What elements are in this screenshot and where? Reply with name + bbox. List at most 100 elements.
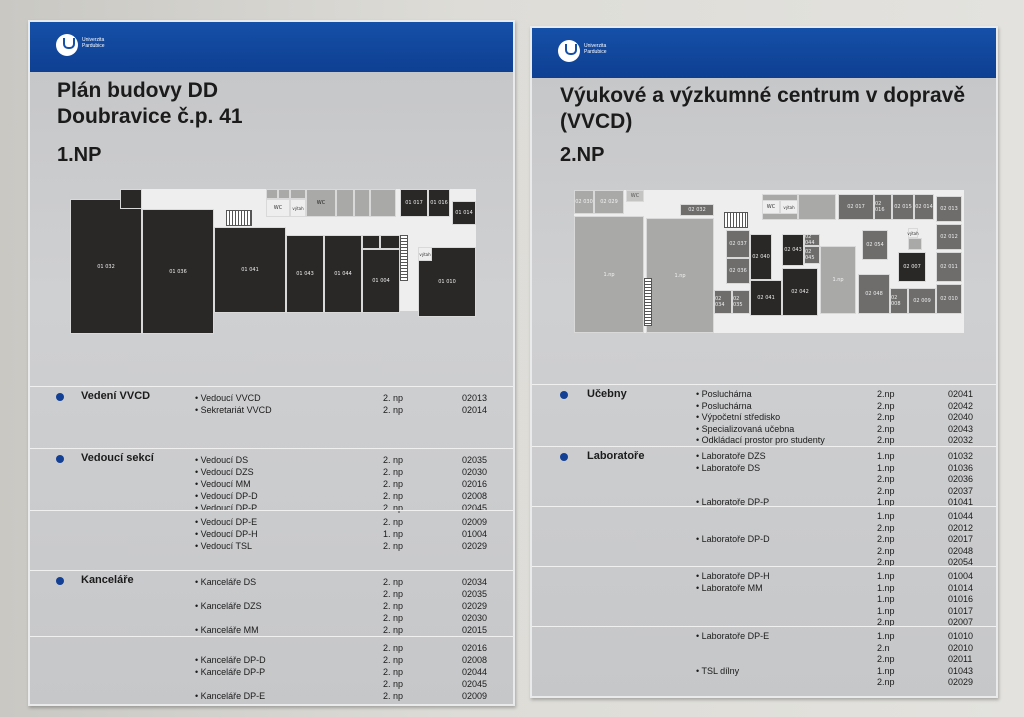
room-02036: 02 036 [726, 258, 750, 284]
room-number: 02035 [462, 589, 488, 599]
directory-row: • Vedoucí TSL 2. np 02029 [30, 541, 513, 552]
room-number: 02034 [462, 577, 488, 587]
directory-right: Učebny • Posluchárna 2.np 02041 • Posluchárn… [532, 384, 996, 696]
floor-value: 2.np [877, 485, 895, 496]
university-logo [558, 40, 580, 62]
floor-label: 2.NP [560, 144, 605, 166]
room-02008: 02 008 [890, 288, 908, 314]
room-01004: 01 004 [362, 249, 400, 313]
room-number: 02017 [948, 534, 974, 544]
floor-value: 2.np [877, 412, 895, 422]
directory-section: Učebny • Posluchárna 2.np 02041 • Posluchárn… [532, 384, 996, 446]
floor-value: 1.np [877, 451, 895, 461]
room-02014: 02 014 [914, 194, 934, 220]
directory-row: 2.np 02037 [532, 486, 996, 497]
directory-row: 2.np 02012 [532, 523, 996, 534]
floor-value: 2.np [877, 423, 895, 434]
directory-section: 2. np 02016 • Kanceláře DP-D 2. np 02008 • Ka… [30, 636, 513, 702]
room-number: 02042 [948, 400, 974, 411]
floor-value: 2. np [383, 601, 404, 611]
directory-row: • Laboratoře DP-H 1.np 01004 [532, 571, 996, 582]
floor-value: 2. np [383, 393, 404, 403]
directory-section: • Laboratoře DP-E 1.np 01010 2.n 02010 2.np 02… [532, 626, 996, 688]
category-label: Vedoucí sekcí [81, 452, 154, 464]
room-02043: 02 043 [782, 234, 804, 266]
directory-row: 1.np 01044 [532, 511, 996, 522]
directory-row: 2.np 02011 [532, 654, 996, 665]
directory-row: 1.np 01017 [532, 606, 996, 617]
room-name: • Kanceláře MM [195, 625, 259, 635]
directory-row: • Vedoucí DZS 2. np 02030 [30, 467, 513, 478]
room-name: • Kanceláře DP-D [195, 655, 266, 665]
room-02013: 02 013 [936, 196, 962, 222]
room-01017: 01 017 [400, 189, 428, 217]
directory-row: • Vedoucí DP-H 1. np 01004 [30, 529, 513, 540]
room-name: • Posluchárna [696, 389, 752, 399]
room-name: • Vedoucí DP-D [195, 491, 258, 501]
room-02045: 02 045 [804, 246, 820, 264]
wc-room: WC [266, 199, 290, 217]
room-02017: 02 017 [838, 194, 874, 220]
floor-value: 2. np [383, 655, 404, 665]
category-label: Vedení VVCD [81, 390, 151, 402]
header-bar: Univerzita Pardubice [30, 22, 513, 72]
room-number: 02045 [462, 503, 488, 513]
room-02010: 02 010 [936, 284, 962, 314]
directory-section: Vedoucí sekcí • Vedoucí DS 2. np 02035 • Ved… [30, 448, 513, 513]
directory-row: • Kanceláře DP-E 2. np 02009 [30, 691, 513, 702]
directory-left: Vedení VVCD • Vedoucí VVCD 2. np 02013 • Sek… [30, 386, 513, 704]
directory-row: • Vedoucí VVCD 2. np 02013 [30, 393, 513, 404]
floor-value: 2. np [383, 667, 404, 677]
room-number: 02054 [948, 557, 974, 567]
room-number: 01010 [948, 631, 974, 641]
floor-value: 1.np [877, 462, 895, 473]
room-number: 02041 [948, 389, 974, 399]
directory-row: 2. np 02030 [30, 613, 513, 624]
directory-row: • Specializovaná učebna 2.np 02043 [532, 424, 996, 435]
category-bullet-icon [56, 577, 64, 585]
room-number: 02016 [462, 479, 488, 489]
room-number: 01016 [948, 594, 974, 604]
room-name: • Specializovaná učebna [696, 423, 795, 434]
floor-value: 2.np [877, 474, 895, 484]
room-name: • Kanceláře DZS [195, 601, 262, 611]
room-01044: 01 044 [324, 235, 362, 313]
floor-plan-2np: 02 030 02 029 WC 1.np 1.np 02 032 02 037… [574, 190, 964, 333]
floor-value: 2. np [383, 491, 404, 501]
directory-row: • Laboratoře DP-D 2.np 02017 [532, 534, 996, 545]
room-1np-c: 1.np [820, 246, 856, 314]
floor-value: 1.np [877, 582, 895, 593]
room-number: 01036 [948, 462, 974, 473]
directory-section: 1.np 01044 2.np 02012 • Laboratoře DP-D 2.np 0… [532, 506, 996, 567]
directory-row: • Výpočetní středisko 2.np 02040 [532, 412, 996, 423]
room-name: • Laboratoře MM [696, 582, 763, 593]
room-name: • Kanceláře DS [195, 577, 257, 587]
room-name: • Výpočetní středisko [696, 412, 781, 422]
directory-row: • Laboratoře DS 1.np 01036 [532, 463, 996, 474]
floor-value: 2.np [877, 435, 895, 445]
room-number: 02016 [462, 643, 488, 653]
room-number: 01043 [948, 665, 974, 676]
category-label: Kanceláře [81, 574, 134, 586]
room-name: • Laboratoře DS [696, 462, 761, 473]
directory-row: 2.np 02036 [532, 474, 996, 485]
room-02011: 02 011 [936, 252, 962, 282]
room-number: 02043 [948, 423, 974, 434]
directory-row: 2.np 02029 [532, 677, 996, 688]
floor-value: 2. np [383, 613, 404, 623]
room-name: • Odkládací prostor pro studenty [696, 435, 825, 445]
room-number: 02029 [462, 541, 488, 551]
room-02041: 02 041 [750, 280, 782, 316]
room-number: 02030 [462, 613, 488, 623]
category-label: Učebny [587, 388, 627, 400]
room-02042: 02 042 [782, 268, 818, 316]
floor-value: 1.np [877, 665, 895, 676]
room-name: • Vedoucí TSL [195, 541, 253, 551]
lift-room: výtah [290, 199, 306, 217]
room-number: 01044 [948, 511, 974, 521]
room-1np-a: 1.np [574, 216, 644, 333]
room-number: 02045 [462, 679, 488, 689]
room-number: 02029 [462, 601, 488, 611]
directory-row: • Kanceláře DP-P 2. np 02044 [30, 667, 513, 678]
directory-row: 2. np 02016 [30, 643, 513, 654]
